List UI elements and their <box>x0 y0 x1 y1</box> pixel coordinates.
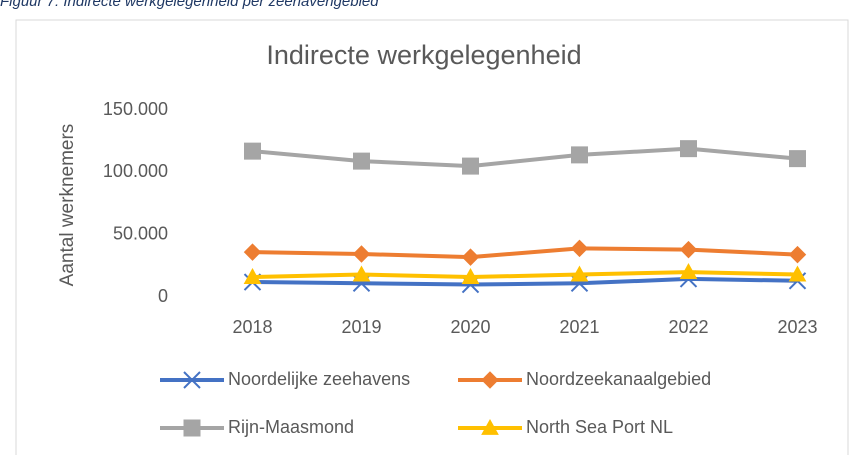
y-tick-label: 50.000 <box>113 223 168 243</box>
marker <box>789 150 806 168</box>
x-tick-label: 2018 <box>232 317 272 337</box>
x-tick-label: 2021 <box>559 317 599 337</box>
marker <box>571 146 588 164</box>
marker <box>679 263 698 279</box>
legend-label: Noordelijke zeehavens <box>228 369 410 389</box>
marker <box>788 265 807 282</box>
legend-label: Rijn-Maasmond <box>228 417 354 437</box>
marker <box>243 243 262 261</box>
legend-label: Noordzeekanaalgebied <box>526 369 711 389</box>
marker <box>352 265 371 282</box>
marker <box>183 419 201 437</box>
series-line <box>252 246 798 260</box>
y-tick-label: 100.000 <box>103 161 168 181</box>
marker <box>481 418 499 435</box>
marker <box>244 142 261 160</box>
chart-frame <box>15 19 849 455</box>
marker <box>788 245 807 264</box>
y-tick-label: 150.000 <box>103 99 168 119</box>
series-line <box>252 146 798 169</box>
x-tick-label: 2019 <box>341 317 381 337</box>
legend-label: North Sea Port NL <box>526 417 673 437</box>
marker <box>462 157 479 175</box>
marker <box>481 371 499 389</box>
marker <box>243 268 262 284</box>
caption: Figuur 7: Indirecte werkgelegenheid per … <box>0 0 379 10</box>
y-axis-label: Aantal werknemers <box>57 124 78 287</box>
series-line <box>252 270 798 280</box>
marker <box>183 371 201 389</box>
x-tick-label: 2023 <box>777 317 817 337</box>
x-tick-label: 2022 <box>668 317 708 337</box>
marker <box>570 265 589 282</box>
marker <box>461 268 480 284</box>
x-tick-label: 2020 <box>450 317 490 337</box>
marker <box>352 245 371 263</box>
chart-title: Indirecte werkgelegenheid <box>266 40 581 70</box>
y-tick-label: 0 <box>158 286 168 306</box>
marker <box>680 140 697 158</box>
marker <box>353 152 370 170</box>
marker <box>570 239 589 258</box>
series-line <box>252 276 798 287</box>
marker <box>679 240 698 259</box>
marker <box>461 248 480 266</box>
